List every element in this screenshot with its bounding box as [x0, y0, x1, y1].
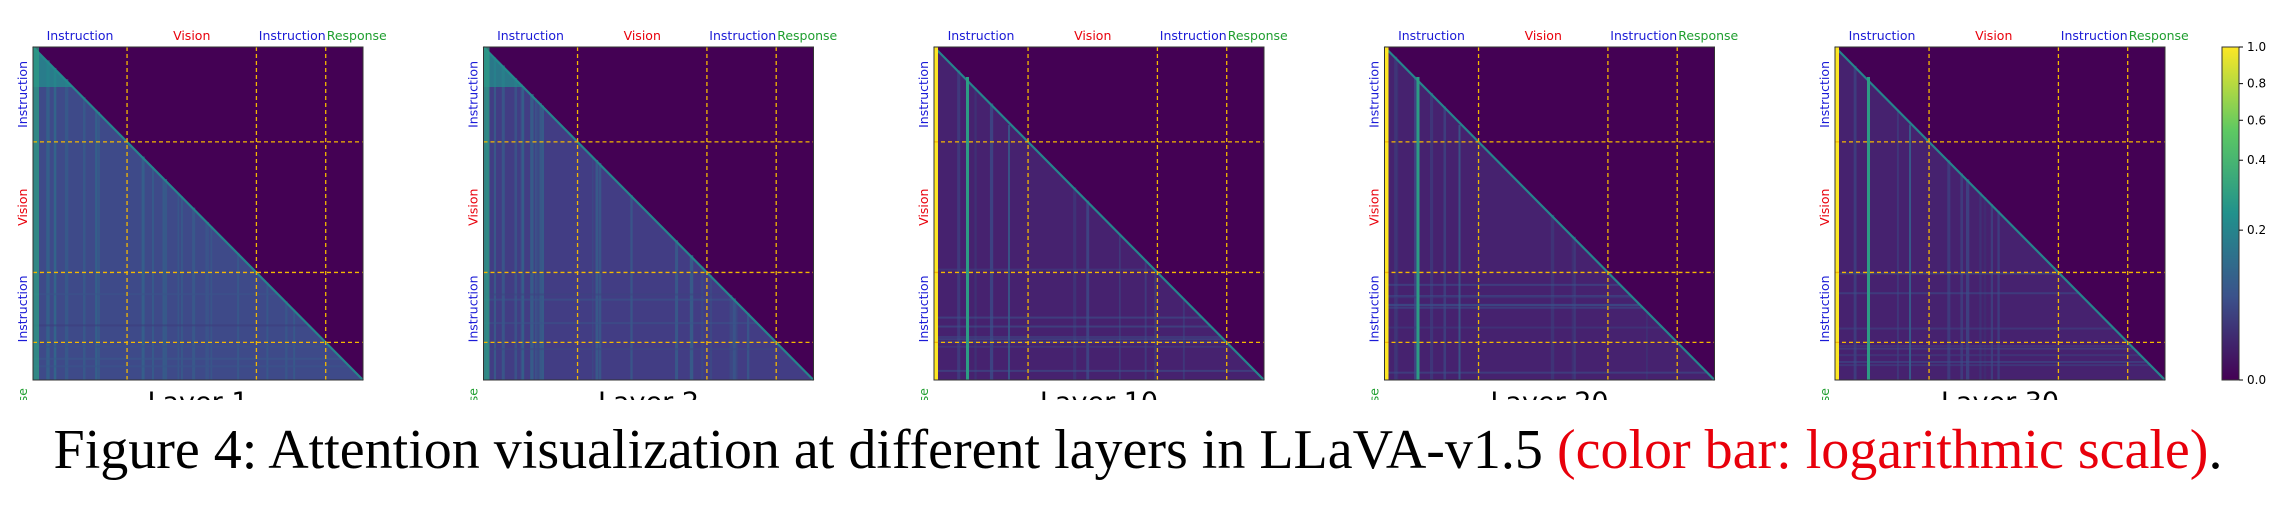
left-region-label-0: Instruction [15, 61, 30, 128]
first-token-column [33, 47, 39, 380]
left-region-label-1: Vision [1817, 189, 1832, 226]
left-region-label-2: Instruction [1817, 275, 1832, 342]
top-region-label-2: Instruction [1610, 28, 1677, 43]
top-region-label-2: Instruction [2061, 28, 2128, 43]
caption-highlight: (color bar: logarithmic scale) [1556, 419, 2209, 481]
attention-secondary-column [1909, 125, 1911, 380]
left-region-label-2: Instruction [916, 275, 931, 342]
panel-layer-20: Instruction Vision Instruction ResponseInst… [1367, 28, 1739, 400]
panel-layer-1: Instruction Vision Instruction ResponseInst… [15, 28, 387, 400]
top-region-label-2: Instruction [259, 28, 326, 43]
left-region-label-2: Instruction [15, 275, 30, 342]
left-region-label-2: Instruction [466, 275, 481, 342]
panel-title: Layer 20 [1490, 387, 1608, 400]
left-region-label-0: Instruction [916, 61, 931, 128]
top-region-label-0: Instruction [1398, 28, 1465, 43]
left-region-label-1: Vision [466, 189, 481, 226]
panel-layer-10: Instruction Vision Instruction ResponseInst… [916, 28, 1288, 400]
colorbar-gradient [2221, 46, 2240, 381]
attention-diagonal [1834, 46, 2166, 381]
top-region-label-3: Response [777, 28, 837, 43]
attention-sink-vision-column [1416, 77, 1420, 380]
colorbar-tick-label: 0.8 [2247, 77, 2266, 91]
left-region-label-0: Instruction [1367, 61, 1382, 128]
attention-sink-bos-column [934, 47, 938, 380]
top-region-label-2: Instruction [1160, 28, 1227, 43]
colorbar-tick-label: 0.4 [2247, 153, 2266, 167]
region-boundaries [1835, 47, 2165, 380]
first-token-patch [33, 47, 73, 87]
colorbar-tick-label: 0.0 [2247, 373, 2266, 387]
first-token-column [483, 47, 490, 380]
attention-sink-vision-column [1867, 77, 1870, 380]
attention-sink-bos-column [1384, 47, 1389, 380]
panel-layer-2: Instruction Vision Instruction ResponseInst… [466, 28, 838, 400]
attention-secondary-column [1008, 125, 1010, 380]
attention-diagonal [1383, 46, 1716, 381]
left-region-label-0: Instruction [466, 61, 481, 128]
top-region-label-0: Instruction [47, 28, 114, 43]
attention-diagonal [482, 46, 815, 381]
colorbar-tick-label: 1.0 [2247, 40, 2266, 54]
attention-diagonal [32, 46, 364, 381]
attention-sink-vision-column [966, 77, 969, 380]
top-region-label-2: Instruction [709, 28, 776, 43]
attention-figure: Instruction Vision Instruction ResponseInst… [15, 28, 2266, 400]
left-region-label-3: Response [1817, 388, 1832, 400]
left-region-label-1: Vision [916, 189, 931, 226]
left-region-label-3: Response [1367, 388, 1382, 400]
top-region-label-0: Instruction [497, 28, 564, 43]
heatmap-panels: Instruction Vision Instruction ResponseInst… [15, 28, 2189, 400]
left-region-label-1: Vision [1367, 189, 1382, 226]
panel-title: Layer 1 [147, 387, 248, 400]
heatmap-frame [1384, 46, 1715, 381]
left-region-label-0: Instruction [1817, 61, 1832, 128]
heatmap-frame [1834, 46, 2166, 381]
top-region-label-1: Vision [624, 28, 661, 43]
attention-sink-bos-column [1835, 47, 1839, 380]
heatmap-frame [933, 46, 1265, 381]
left-region-label-3: Response [15, 388, 30, 400]
top-region-label-1: Vision [1525, 28, 1562, 43]
colorbar: 0.0 0.2 0.4 0.6 0.8 1.0 [2221, 40, 2266, 387]
top-region-label-0: Instruction [1849, 28, 1916, 43]
panel-title: Layer 2 [598, 387, 699, 400]
top-region-label-3: Response [327, 28, 387, 43]
region-boundaries [934, 47, 1264, 380]
top-region-label-0: Instruction [948, 28, 1015, 43]
attention-diagonal [933, 46, 1265, 381]
panel-title: Layer 10 [1040, 387, 1158, 400]
left-region-label-3: Response [466, 388, 481, 400]
region-boundaries [33, 47, 363, 380]
panel-layer-30: Instruction Vision Instruction ResponseInst… [1817, 28, 2189, 400]
panel-title: Layer 30 [1941, 387, 2059, 400]
caption-prefix: Figure 4: Attention visualization at dif… [53, 419, 1557, 481]
region-boundaries [1384, 47, 1715, 380]
caption-suffix: . [2208, 419, 2223, 481]
top-region-label-3: Response [2129, 28, 2189, 43]
region-boundaries [483, 47, 814, 380]
left-region-label-3: Response [916, 388, 931, 400]
heatmap-frame [32, 46, 364, 381]
attention-stripes [1835, 65, 2150, 381]
attention-stripes [33, 60, 349, 381]
attention-secondary-column [1458, 125, 1461, 380]
first-token-patch [483, 47, 524, 87]
figure-caption: Figure 4: Attention visualization at dif… [0, 415, 2276, 485]
heatmap-frame [483, 46, 814, 381]
top-region-label-1: Vision [1074, 28, 1111, 43]
top-region-label-3: Response [1678, 28, 1738, 43]
colorbar-tick-label: 0.2 [2247, 223, 2266, 237]
top-region-label-1: Vision [173, 28, 210, 43]
attention-stripes [934, 70, 1254, 380]
left-region-label-1: Vision [15, 189, 30, 226]
top-region-label-3: Response [1228, 28, 1288, 43]
colorbar-tick-label: 0.6 [2247, 113, 2266, 127]
top-region-label-1: Vision [1975, 28, 2012, 43]
left-region-label-2: Instruction [1367, 275, 1382, 342]
